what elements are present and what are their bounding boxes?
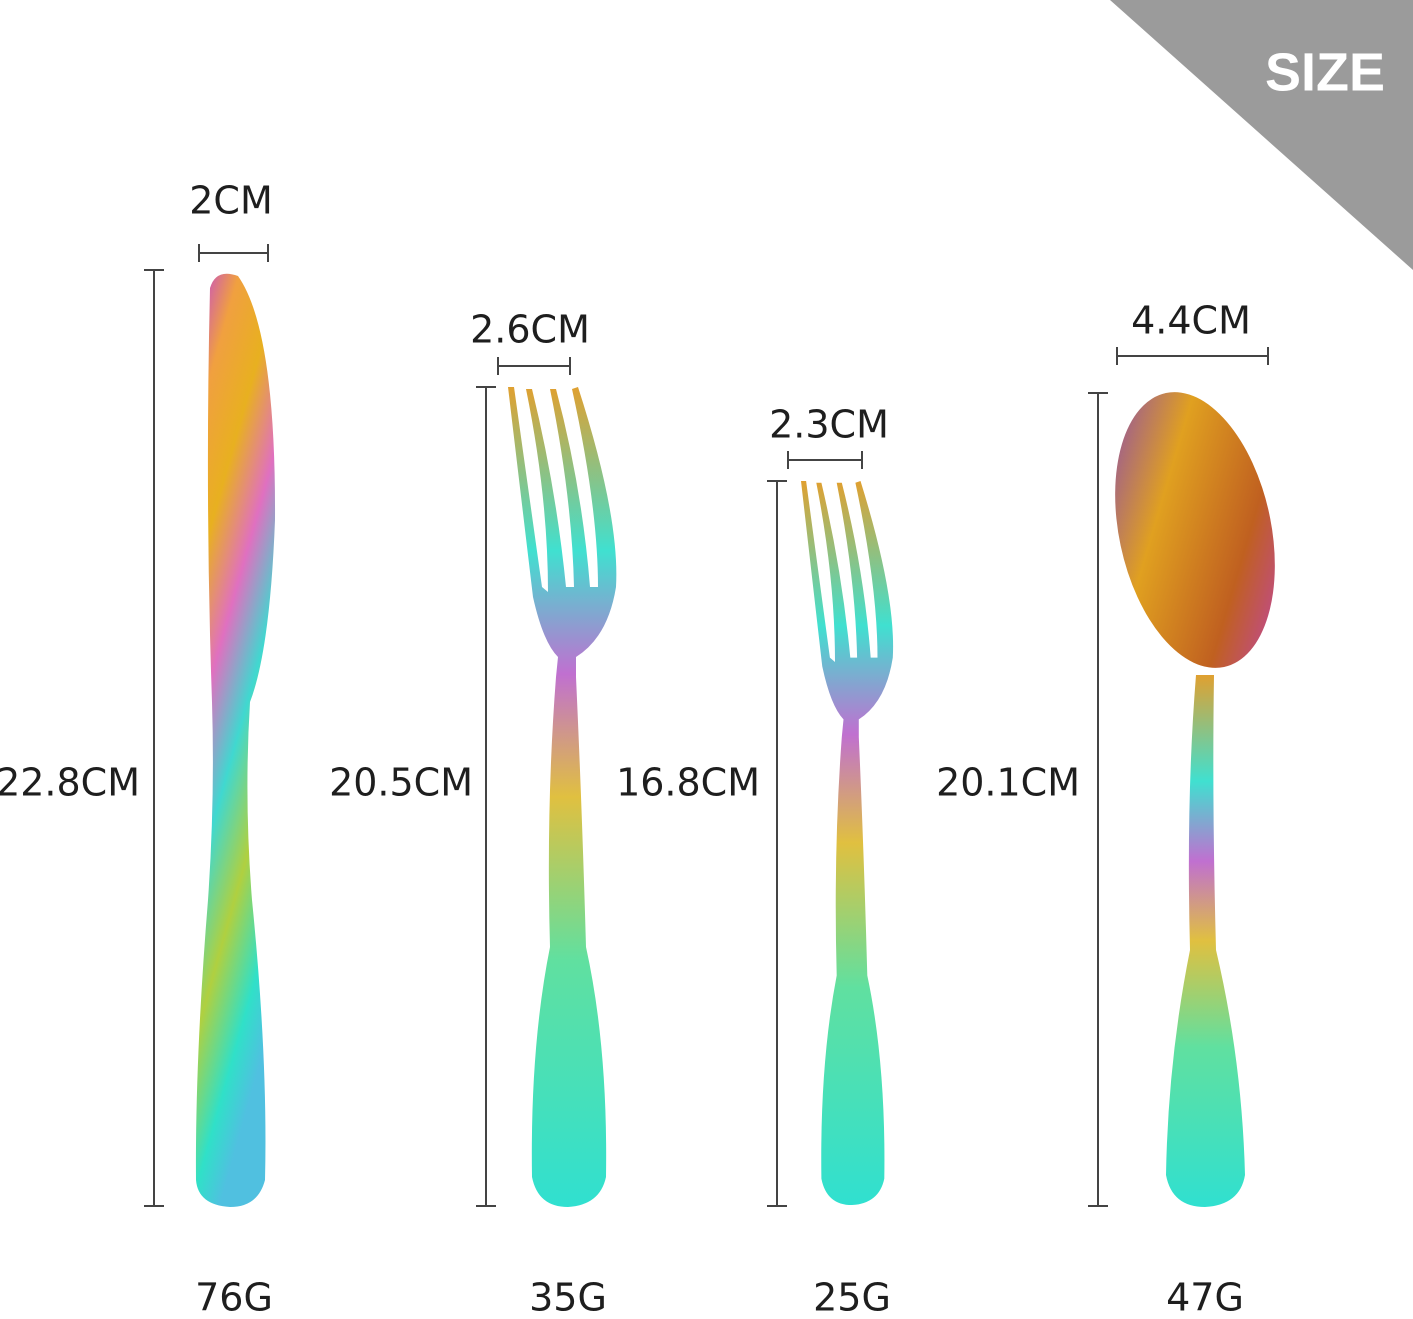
weight-label: 47G — [1166, 1276, 1244, 1319]
spoon-handle — [1166, 675, 1245, 1207]
weight-label: 76G — [195, 1276, 273, 1319]
width-label: 2.3CM — [769, 403, 889, 447]
length-label: 20.5CM — [329, 761, 473, 805]
length-label: 20.1CM — [936, 761, 1080, 805]
knife — [195, 273, 276, 1207]
badge-label: SIZE — [1265, 42, 1385, 102]
width-label: 2.6CM — [470, 308, 590, 352]
width-label: 2CM — [189, 179, 273, 223]
length-label: 22.8CM — [0, 761, 140, 805]
weight-label: 35G — [529, 1276, 607, 1319]
badge-corner — [1110, 0, 1413, 270]
dimension-lines — [144, 244, 1269, 1207]
spoon-bowl — [1115, 392, 1275, 668]
dinner-fork — [508, 387, 617, 1207]
small-fork — [801, 481, 894, 1206]
weight-label: 25G — [813, 1276, 891, 1319]
length-label: 16.8CM — [616, 761, 760, 805]
width-label: 4.4CM — [1131, 299, 1251, 343]
